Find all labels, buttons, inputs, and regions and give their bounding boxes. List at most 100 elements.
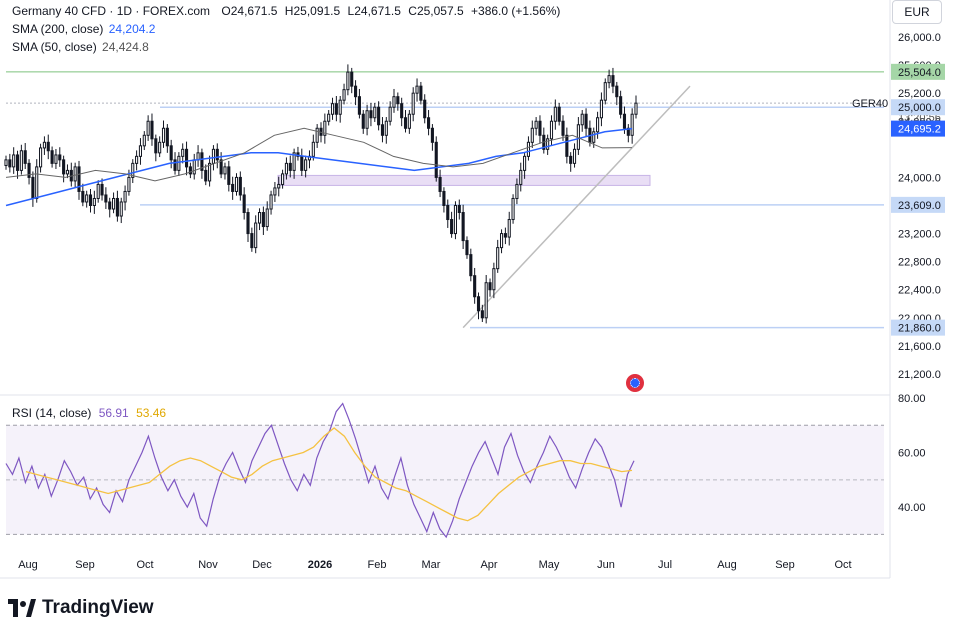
candle-up bbox=[330, 103, 335, 115]
low-label: L bbox=[347, 4, 355, 18]
open-value: 24,671.5 bbox=[230, 4, 278, 18]
candle-down bbox=[619, 96, 623, 115]
tradingview-logo[interactable]: TradingView bbox=[8, 596, 154, 620]
candle-up bbox=[388, 106, 392, 122]
candle-up bbox=[526, 141, 530, 157]
candle-down bbox=[476, 296, 481, 312]
time-tick-label: Apr bbox=[480, 559, 497, 571]
candle-down bbox=[31, 176, 35, 199]
candle-up bbox=[346, 71, 350, 91]
candle-down bbox=[27, 162, 31, 178]
candle-down bbox=[396, 96, 400, 105]
candle-up bbox=[158, 141, 162, 154]
resistance-price-tag: 25,504.0 bbox=[898, 67, 941, 79]
price-tick-label: 22,800.0 bbox=[898, 257, 941, 269]
sma50-label: SMA (50, close) bbox=[12, 40, 97, 54]
candle-down bbox=[557, 106, 561, 122]
candle-up bbox=[211, 148, 215, 164]
candle-up bbox=[254, 222, 258, 249]
candle-up bbox=[39, 147, 43, 168]
candle-down bbox=[488, 282, 492, 291]
candle-up bbox=[138, 145, 143, 157]
level-price-tag-bg bbox=[891, 196, 945, 213]
time-tick-label: Sep bbox=[775, 559, 795, 571]
candle-up bbox=[572, 148, 577, 164]
candle-down bbox=[361, 113, 365, 129]
sma200-price-tag: 24,695.2 bbox=[898, 124, 941, 136]
candle-down bbox=[231, 183, 235, 192]
candle-up bbox=[19, 150, 23, 171]
candle-down bbox=[23, 150, 27, 164]
time-tick-label: 2026 bbox=[308, 559, 332, 571]
candle-up bbox=[65, 169, 70, 175]
rsi-band bbox=[6, 425, 884, 535]
sma50-legend[interactable]: SMA (50, close) 24,424.8 bbox=[12, 40, 149, 54]
candle-down bbox=[154, 138, 158, 154]
candle-up bbox=[127, 176, 131, 192]
candle-down bbox=[173, 159, 177, 171]
candle-down bbox=[615, 85, 619, 98]
candle-down bbox=[561, 120, 565, 136]
change-value: +386.0 (+1.56%) bbox=[471, 4, 561, 18]
candle-down bbox=[565, 134, 569, 157]
candle-up bbox=[327, 113, 331, 122]
candle-down bbox=[400, 103, 404, 119]
symbol-ohlc-legend: Germany 40 CFD · 1D · FOREX.com O24,671.… bbox=[12, 4, 560, 18]
candle-up bbox=[592, 131, 596, 143]
candle-down bbox=[227, 166, 231, 185]
candle-up bbox=[161, 127, 166, 143]
candle-down bbox=[469, 254, 473, 277]
candle-up bbox=[453, 204, 458, 235]
candle-up bbox=[365, 110, 369, 129]
rsi-legend[interactable]: RSI (14, close) 56.91 53.46 bbox=[12, 406, 166, 420]
candle-down bbox=[250, 233, 254, 249]
candle-down bbox=[350, 71, 354, 87]
candle-up bbox=[630, 113, 634, 136]
trendline bbox=[462, 85, 691, 329]
candle-up bbox=[131, 162, 135, 178]
candle-up bbox=[96, 183, 100, 199]
candle-down bbox=[569, 155, 573, 164]
event-flag-icon[interactable] bbox=[626, 374, 644, 392]
sma200-price-tag-bg bbox=[891, 120, 945, 137]
currency-selector[interactable]: EUR bbox=[892, 0, 942, 24]
rsi-ma-value: 53.46 bbox=[136, 406, 167, 420]
candle-up bbox=[492, 268, 496, 291]
candle-down bbox=[369, 110, 373, 119]
candle-down bbox=[242, 194, 246, 214]
candle-down bbox=[419, 85, 423, 101]
candle-up bbox=[384, 120, 388, 136]
candle-up bbox=[265, 208, 269, 228]
candle-down bbox=[150, 120, 154, 140]
candle-down bbox=[8, 159, 12, 168]
candle-up bbox=[277, 183, 281, 189]
time-tick-label: May bbox=[539, 559, 560, 571]
rsi-ma-line bbox=[25, 427, 633, 522]
sma200-legend[interactable]: SMA (200, close) 24,204.2 bbox=[12, 22, 155, 36]
candle-up bbox=[54, 154, 58, 164]
candle-down bbox=[457, 204, 461, 214]
candle-up bbox=[192, 159, 196, 175]
candle-up bbox=[323, 120, 327, 136]
candle-down bbox=[334, 103, 338, 115]
candle-up bbox=[119, 201, 123, 217]
rsi-tick-label: 60.00 bbox=[898, 448, 926, 460]
candle-down bbox=[503, 233, 507, 238]
candle-up bbox=[269, 194, 273, 210]
high-value: 25,091.5 bbox=[293, 4, 341, 18]
candle-up bbox=[4, 159, 8, 166]
support-zone bbox=[277, 174, 651, 186]
price-tick-label: 26,000.0 bbox=[898, 32, 941, 44]
symbol-axis-label: GER40 bbox=[852, 98, 888, 110]
candle-down bbox=[77, 166, 81, 192]
candle-up bbox=[292, 152, 296, 171]
time-tick-label: Dec bbox=[252, 559, 272, 571]
time-tick-label: Feb bbox=[368, 559, 387, 571]
sma200-label: SMA (200, close) bbox=[12, 22, 104, 36]
candle-down bbox=[434, 141, 438, 178]
candle-up bbox=[281, 173, 285, 185]
candle-up bbox=[338, 99, 342, 115]
price-tick-label: 25,200.0 bbox=[898, 88, 941, 100]
candle-down bbox=[480, 310, 484, 319]
candle-down bbox=[58, 154, 62, 161]
